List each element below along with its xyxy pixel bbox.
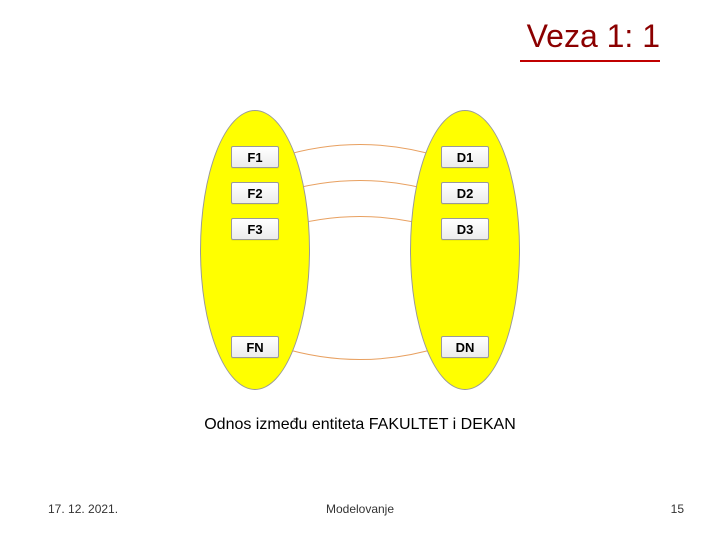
right-node: D3 <box>441 218 489 240</box>
right-node: D2 <box>441 182 489 204</box>
footer-center: Modelovanje <box>0 502 720 516</box>
slide-title: Veza 1: 1 <box>527 18 660 55</box>
left-node: FN <box>231 336 279 358</box>
right-node: DN <box>441 336 489 358</box>
title-underline <box>520 60 660 62</box>
left-node: F3 <box>231 218 279 240</box>
footer-page-number: 15 <box>671 502 684 516</box>
left-node: F1 <box>231 146 279 168</box>
diagram-caption: Odnos između entiteta FAKULTET i DEKAN <box>0 416 720 434</box>
relationship-diagram: F1 F2 F3 FN D1 D2 D3 DN <box>180 110 540 400</box>
right-node: D1 <box>441 146 489 168</box>
left-node: F2 <box>231 182 279 204</box>
